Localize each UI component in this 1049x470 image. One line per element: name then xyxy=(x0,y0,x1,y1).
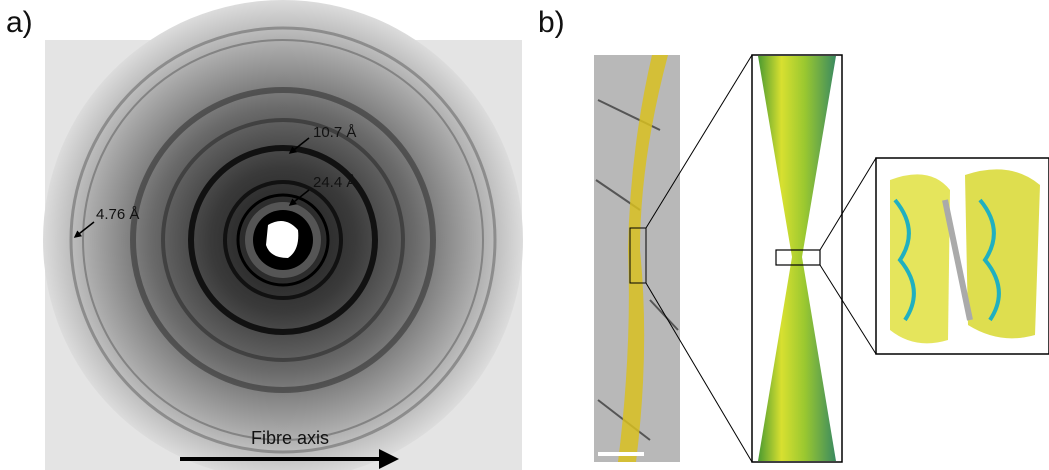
figure: a) 10.7 Å 24.4 Å 4.76 Å Fibre axis b) xyxy=(0,0,1049,470)
molecular-model xyxy=(876,158,1049,354)
panel-label: b) xyxy=(538,6,565,39)
diffraction-pattern xyxy=(43,0,523,470)
axis-label: Fibre axis xyxy=(251,428,329,448)
tem-image xyxy=(594,55,680,462)
panel-label: a) xyxy=(6,6,33,39)
annotation: 24.4 Å xyxy=(313,174,356,191)
annotation: 10.7 Å xyxy=(313,124,356,141)
annotation: 4.76 Å xyxy=(96,206,139,223)
fibril-model xyxy=(752,55,842,462)
